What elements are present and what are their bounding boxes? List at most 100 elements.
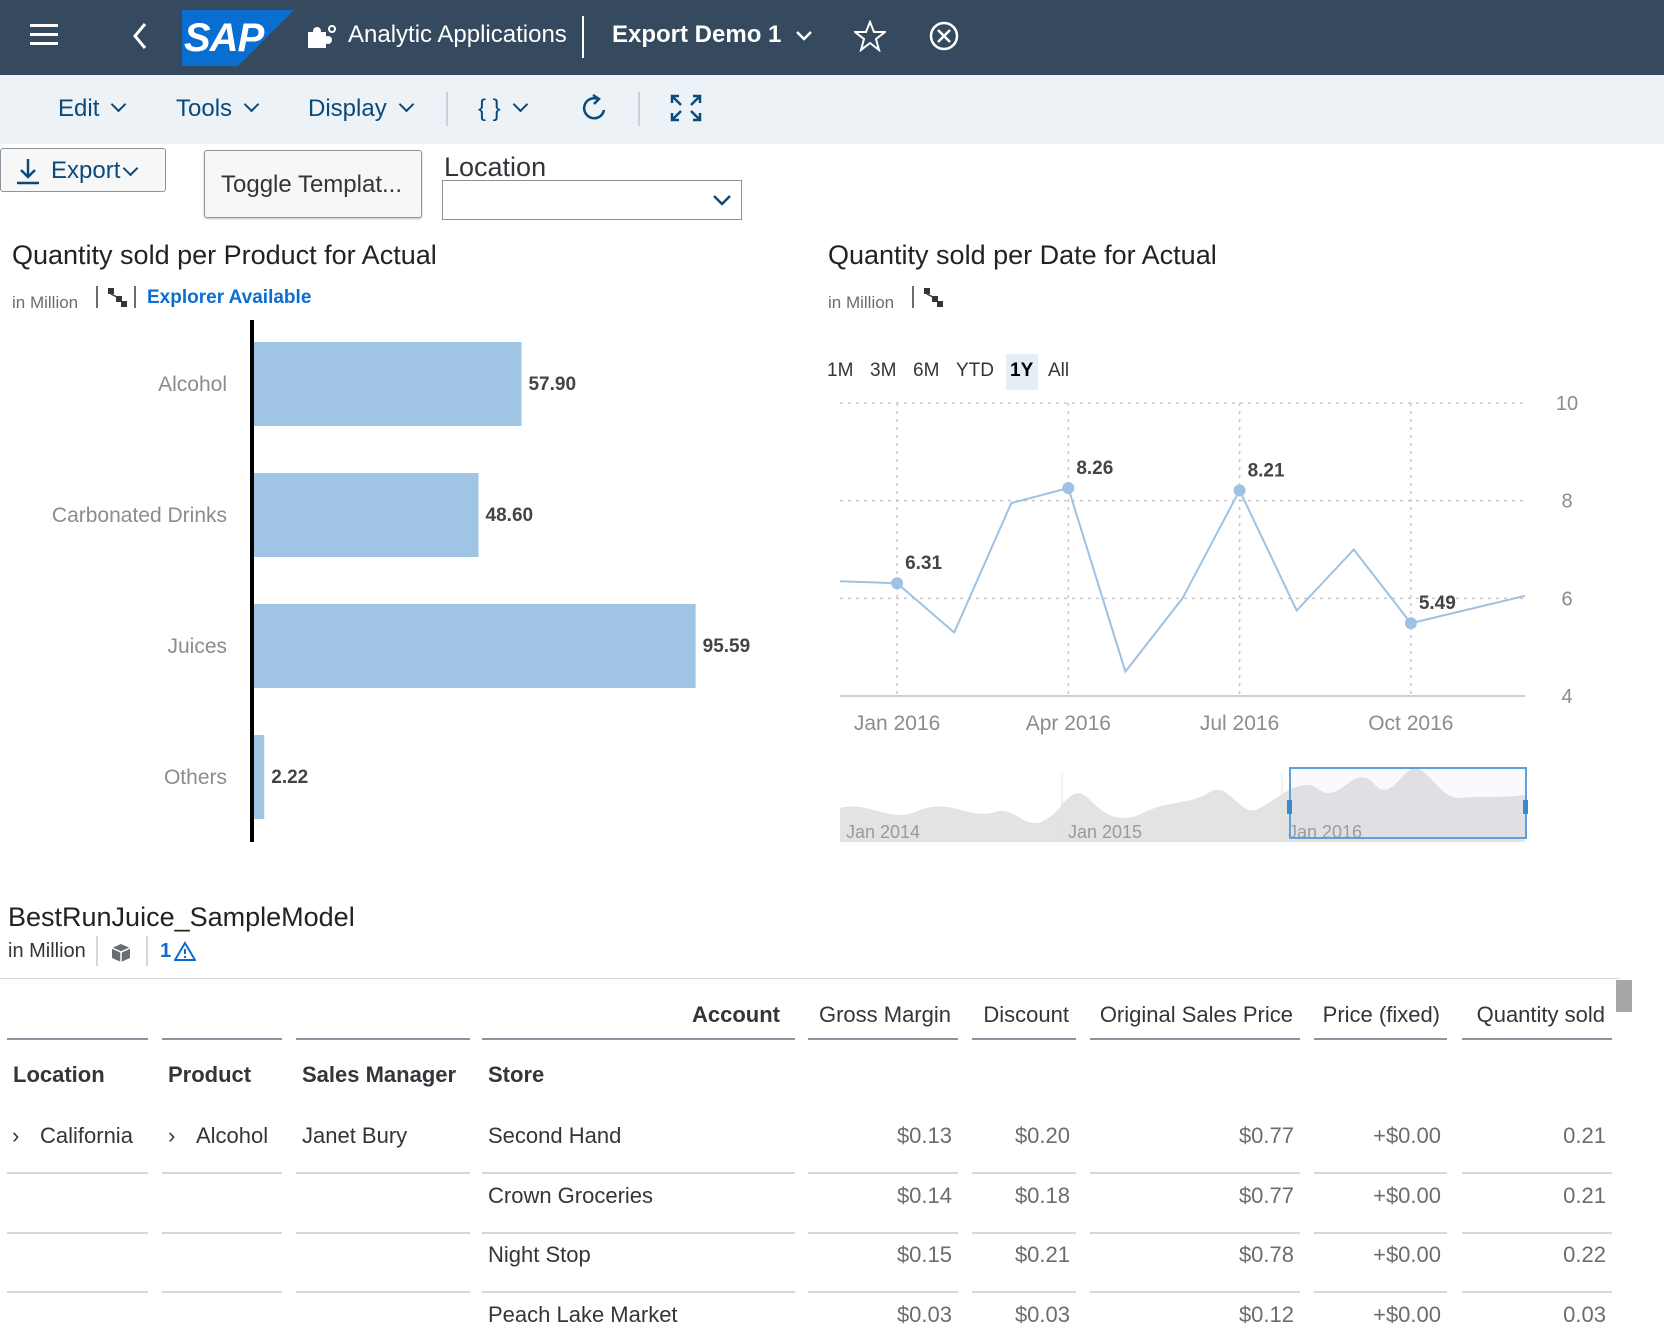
row-divider xyxy=(162,1172,282,1174)
line-chart[interactable]: 10 8 6 4 Jan 2016 Apr 2016 Jul 2016 Oct 2016 6.3… xyxy=(800,380,1600,850)
fullscreen-icon[interactable] xyxy=(670,94,702,122)
data-label: 8.26 xyxy=(1076,458,1113,479)
row-store: Second Hand xyxy=(488,1123,622,1148)
dimension-header[interactable]: Sales Manager xyxy=(302,1062,457,1087)
line-series[interactable] xyxy=(839,486,1526,674)
export-button-label: Export xyxy=(51,157,121,184)
story-title[interactable]: Export Demo 1 xyxy=(612,21,782,48)
row-value: +$0.00 xyxy=(1373,1242,1441,1267)
dimension-header[interactable]: Location xyxy=(13,1062,105,1087)
script-menu[interactable]: { } xyxy=(478,95,528,123)
refresh-icon[interactable] xyxy=(580,92,610,124)
close-circle-icon[interactable] xyxy=(928,20,960,52)
measure-header[interactable]: Original Sales Price xyxy=(1099,1002,1293,1027)
bar-carbonated-drinks[interactable] xyxy=(254,473,479,557)
x-tick-label: Oct 2016 xyxy=(1368,712,1453,735)
tools-menu-label: Tools xyxy=(176,95,233,122)
row-store: Night Stop xyxy=(488,1242,591,1267)
header-divider xyxy=(1462,1038,1612,1040)
sap-logo[interactable]: SAP xyxy=(182,10,294,66)
data-point[interactable] xyxy=(1062,481,1075,494)
expand-icon[interactable]: › xyxy=(168,1123,176,1148)
display-menu[interactable]: Display xyxy=(308,95,414,123)
header-divider xyxy=(162,1038,282,1040)
measure-header[interactable]: Gross Margin xyxy=(818,1002,951,1027)
export-button[interactable]: Export xyxy=(0,148,166,192)
range-all[interactable]: All xyxy=(1048,360,1070,381)
navigator-handle-right[interactable] xyxy=(1523,800,1528,814)
x-tick-label: Apr 2016 xyxy=(1026,712,1111,735)
row-value: $0.78 xyxy=(1238,1242,1294,1267)
data-point[interactable] xyxy=(1404,617,1417,630)
data-label: 8.21 xyxy=(1248,460,1285,481)
puzzle-icon xyxy=(306,24,336,52)
warning-indicator[interactable]: 1 xyxy=(160,940,196,966)
range-1m[interactable]: 1M xyxy=(827,360,854,381)
chevron-down-icon xyxy=(713,195,731,206)
navigator-handle-left[interactable] xyxy=(1287,800,1292,814)
row-divider xyxy=(1462,1291,1612,1293)
bar-alcohol[interactable] xyxy=(254,342,522,426)
edit-menu-label: Edit xyxy=(58,95,100,122)
range-ytd[interactable]: YTD xyxy=(956,360,994,381)
hierarchy-icon[interactable] xyxy=(106,286,128,308)
row-value: $0.12 xyxy=(1238,1301,1294,1327)
row-divider xyxy=(482,1172,795,1174)
row-divider xyxy=(808,1291,958,1293)
line-chart-title: Quantity sold per Date for Actual xyxy=(828,240,1217,270)
measure-header[interactable]: Quantity sold xyxy=(1476,1002,1605,1027)
row-divider xyxy=(7,1172,148,1174)
row-value: $0.20 xyxy=(1014,1123,1070,1148)
measure-header[interactable]: Price (fixed) xyxy=(1322,1002,1440,1027)
y-tick-label: 6 xyxy=(1561,588,1572,610)
bar-category-label: Others xyxy=(164,766,227,789)
row-divider xyxy=(1462,1231,1612,1234)
row-location: California xyxy=(40,1123,133,1148)
header-divider xyxy=(808,1038,958,1040)
header-divider xyxy=(1090,1038,1300,1040)
tools-menu[interactable]: Tools xyxy=(176,95,260,123)
star-icon[interactable] xyxy=(852,19,888,53)
row-divider xyxy=(296,1172,470,1174)
header-separator xyxy=(912,286,914,308)
data-point[interactable] xyxy=(1233,484,1246,497)
range-6m[interactable]: 6M xyxy=(913,360,940,381)
row-store: Peach Lake Market xyxy=(488,1301,678,1327)
chevron-down-icon[interactable] xyxy=(794,28,814,44)
row-value: 0.22 xyxy=(1563,1242,1606,1267)
row-value: $0.03 xyxy=(896,1301,952,1327)
measure-header[interactable]: Discount xyxy=(983,1002,1069,1027)
row-value: $0.13 xyxy=(896,1123,952,1148)
row-divider xyxy=(972,1231,1076,1234)
range-1y-selected[interactable]: 1Y xyxy=(1006,354,1038,390)
y-tick-label: 8 xyxy=(1561,491,1572,513)
bar-data-label: 48.60 xyxy=(486,505,534,526)
data-point[interactable] xyxy=(891,577,904,590)
header-divider xyxy=(1314,1038,1447,1040)
explorer-available-link[interactable]: Explorer Available xyxy=(147,287,312,308)
display-menu-label: Display xyxy=(308,95,387,122)
x-tick-label: Jul 2016 xyxy=(1200,712,1279,735)
row-divider xyxy=(1314,1291,1447,1293)
row-sales-manager: Janet Bury xyxy=(302,1123,408,1148)
edit-menu[interactable]: Edit xyxy=(58,95,127,123)
navigator-selection[interactable] xyxy=(1289,767,1527,839)
data-label: 5.49 xyxy=(1419,593,1456,614)
expand-icon[interactable]: › xyxy=(12,1123,20,1148)
bar-chart[interactable]: Alcohol 57.90 Carbonated Drinks 48.60 Juices… xyxy=(0,310,790,850)
back-icon[interactable] xyxy=(130,20,150,52)
bar-juices[interactable] xyxy=(254,604,696,688)
menu-icon[interactable] xyxy=(30,22,58,48)
dimension-header[interactable]: Product xyxy=(168,1062,252,1087)
location-dropdown[interactable] xyxy=(442,180,742,220)
range-3m[interactable]: 3M xyxy=(870,360,897,381)
dimension-header[interactable]: Store xyxy=(488,1062,545,1087)
header-separator xyxy=(96,936,98,966)
hierarchy-icon[interactable] xyxy=(922,286,944,308)
table-scrollbar[interactable] xyxy=(1616,980,1632,1012)
bar-others[interactable] xyxy=(254,735,265,819)
toggle-template-button[interactable]: Toggle Templat... xyxy=(204,150,422,218)
sap-logo-text: SAP xyxy=(184,16,264,60)
row-value: $0.15 xyxy=(896,1242,952,1267)
